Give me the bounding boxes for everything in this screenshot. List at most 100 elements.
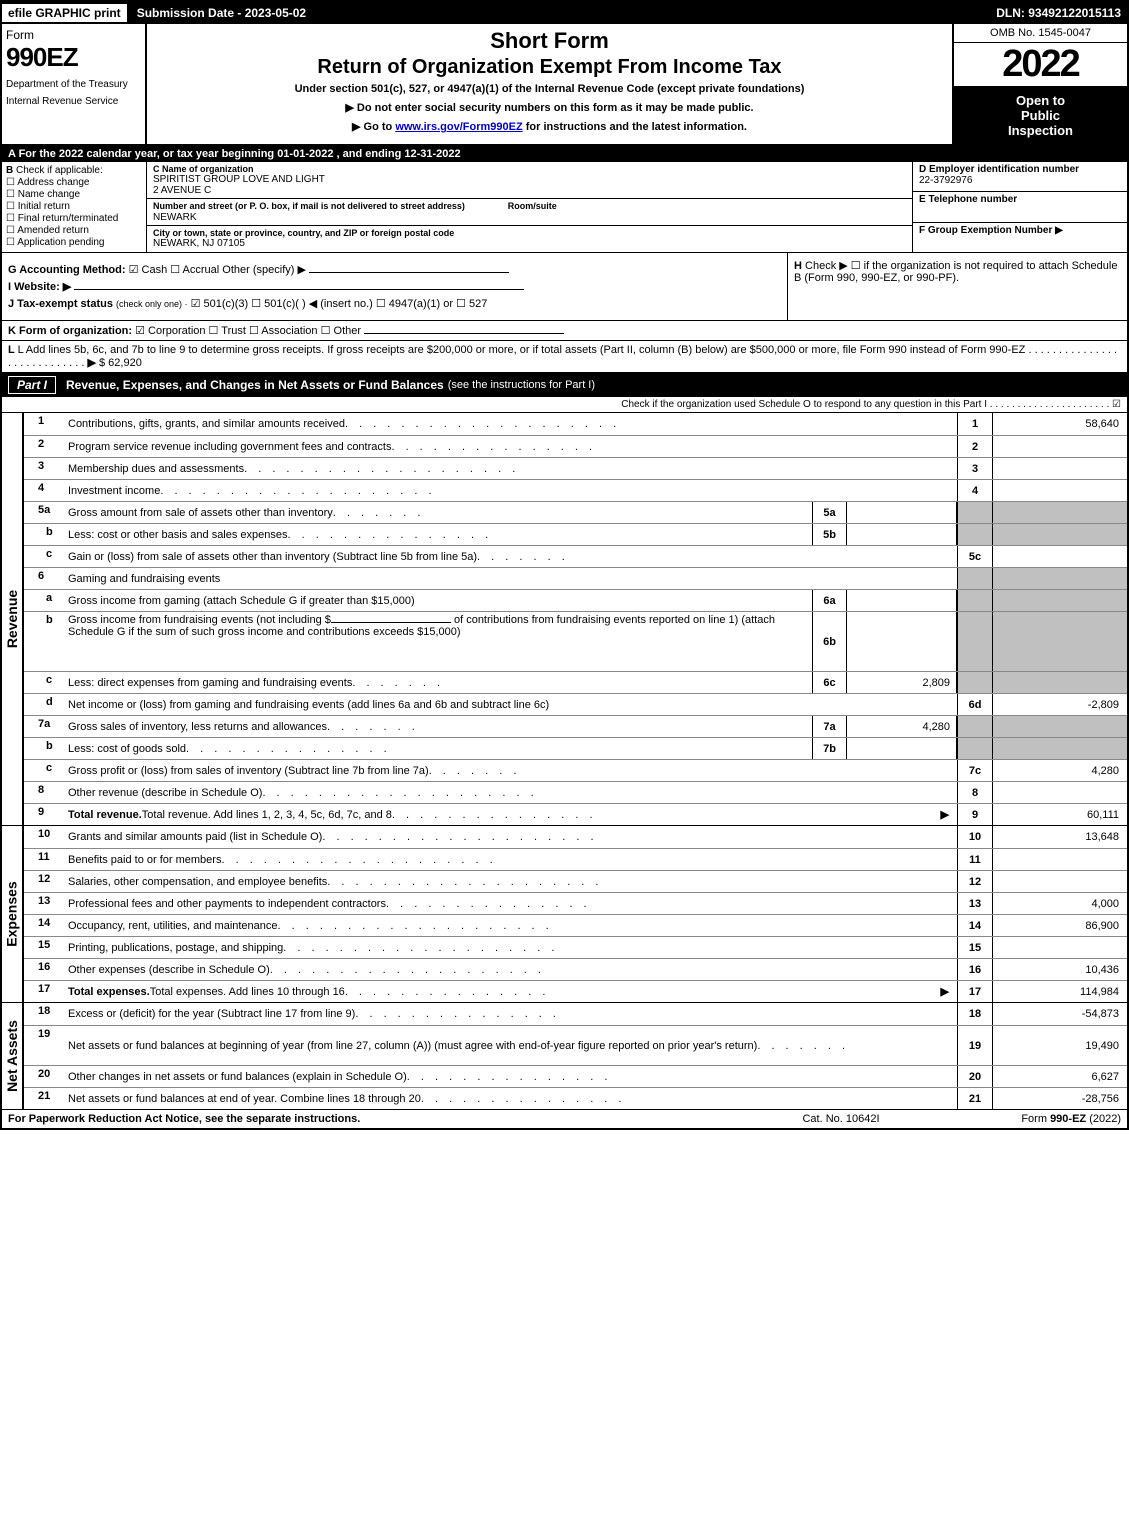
street-val: NEWARK [153, 212, 906, 223]
open-1: Open to [956, 93, 1125, 108]
val-16: 10,436 [992, 959, 1127, 980]
val-19: 19,490 [992, 1026, 1127, 1065]
revenue-sidelabel: Revenue [2, 413, 24, 825]
footer-right: Form 990-EZ (2022) [941, 1113, 1121, 1125]
h-section: H Check ▶ ☐ if the organization is not r… [787, 253, 1127, 320]
expenses-lines: 10 Grants and similar amounts paid (list… [24, 826, 1127, 1002]
d-row: D Employer identification number 22-3792… [913, 162, 1127, 192]
val-9: 60,111 [992, 804, 1127, 825]
val-4 [992, 480, 1127, 501]
e-row: E Telephone number [913, 192, 1127, 222]
val-7b [847, 738, 957, 759]
h-label: H [794, 260, 802, 272]
col-c: C Name of organization SPIRITIST GROUP L… [147, 162, 912, 252]
val-10: 13,648 [992, 826, 1127, 848]
line-15: 15 Printing, publications, postage, and … [24, 936, 1127, 958]
k-label: K Form of organization: [8, 325, 132, 337]
val-6b [847, 612, 957, 671]
gh-section: G Accounting Method: ☑ Cash ☐ Accrual Ot… [2, 253, 1127, 321]
return-title: Return of Organization Exempt From Incom… [155, 56, 944, 79]
chk-final[interactable]: Final return/terminated [6, 213, 142, 224]
open-public: Open to Public Inspection [954, 87, 1127, 144]
line-4: 4 Investment income . . . . . . . . . . … [24, 479, 1127, 501]
line-21: 21 Net assets or fund balances at end of… [24, 1087, 1127, 1109]
line-7a: 7a Gross sales of inventory, less return… [24, 715, 1127, 737]
val-1: 58,640 [992, 413, 1127, 435]
chk-initial[interactable]: Initial return [6, 201, 142, 212]
line-6d: d Net income or (loss) from gaming and f… [24, 693, 1127, 715]
val-14: 86,900 [992, 915, 1127, 936]
omb-number: OMB No. 1545-0047 [954, 24, 1127, 43]
val-3 [992, 458, 1127, 479]
val-13: 4,000 [992, 893, 1127, 914]
gh-left: G Accounting Method: ☑ Cash ☐ Accrual Ot… [2, 253, 787, 320]
netassets-sidelabel: Net Assets [2, 1003, 24, 1109]
l-text: L Add lines 5b, 6c, and 7b to line 9 to … [18, 344, 1026, 356]
org-addr2: 2 AVENUE C [153, 185, 906, 196]
expenses-section: Expenses 10 Grants and similar amounts p… [2, 826, 1127, 1003]
open-3: Inspection [956, 123, 1125, 138]
row-l: L L Add lines 5b, 6c, and 7b to line 9 t… [2, 341, 1127, 373]
short-form-title: Short Form [155, 28, 944, 54]
b-check-if: Check if applicable: [16, 165, 103, 176]
part1-badge: Part I [8, 376, 56, 394]
chk-amended[interactable]: Amended return [6, 225, 142, 236]
footer-left: For Paperwork Reduction Act Notice, see … [8, 1113, 741, 1125]
row-a: A For the 2022 calendar year, or tax yea… [2, 146, 1127, 162]
city-val: NEWARK, NJ 07105 [153, 238, 906, 249]
chk-name[interactable]: Name change [6, 189, 142, 200]
f-row: F Group Exemption Number ▶ [913, 223, 1127, 252]
efile-label: efile GRAPHIC print [2, 4, 129, 22]
val-11 [992, 849, 1127, 870]
line-17: 17 Total expenses. Total expenses. Add l… [24, 980, 1127, 1002]
street-label: Number and street (or P. O. box, if mail… [153, 201, 465, 211]
line-5a: 5a Gross amount from sale of assets othe… [24, 501, 1127, 523]
instr2-post: for instructions and the latest informat… [523, 121, 747, 133]
line-18: 18 Excess or (deficit) for the year (Sub… [24, 1003, 1127, 1025]
instr2-pre: ▶ Go to [352, 121, 395, 133]
line-19: 19 Net assets or fund balances at beginn… [24, 1025, 1127, 1065]
val-15 [992, 937, 1127, 958]
line-12: 12 Salaries, other compensation, and emp… [24, 870, 1127, 892]
room-label: Room/suite [508, 201, 557, 211]
footer: For Paperwork Reduction Act Notice, see … [2, 1110, 1127, 1128]
d-label: D Employer identification number [919, 164, 1121, 175]
chk-pending[interactable]: Application pending [6, 237, 142, 248]
val-18: -54,873 [992, 1003, 1127, 1025]
topbar: efile GRAPHIC print Submission Date - 20… [2, 2, 1127, 24]
val-17: 114,984 [992, 981, 1127, 1002]
line-16: 16 Other expenses (describe in Schedule … [24, 958, 1127, 980]
g-label: G Accounting Method: [8, 264, 126, 276]
line-6c: c Less: direct expenses from gaming and … [24, 671, 1127, 693]
val-21: -28,756 [992, 1088, 1127, 1109]
open-2: Public [956, 108, 1125, 123]
instruction-1: ▶ Do not enter social security numbers o… [155, 101, 944, 114]
row-k: K Form of organization: ☑ Corporation ☐ … [2, 321, 1127, 341]
j-label: J Tax-exempt status [8, 298, 113, 310]
chk-address[interactable]: Address change [6, 177, 142, 188]
instruction-2: ▶ Go to www.irs.gov/Form990EZ for instru… [155, 120, 944, 133]
part1-header: Part I Revenue, Expenses, and Changes in… [2, 373, 1127, 397]
line-7b: b Less: cost of goods sold . . . . . . .… [24, 737, 1127, 759]
j-opts: ☑ 501(c)(3) ☐ 501(c)( ) ◀ (insert no.) ☐… [191, 298, 488, 310]
line-6: 6 Gaming and fundraising events [24, 567, 1127, 589]
val-5b [847, 524, 957, 545]
val-6d: -2,809 [992, 694, 1127, 715]
col-b: B Check if applicable: Address change Na… [2, 162, 147, 252]
col-def: D Employer identification number 22-3792… [912, 162, 1127, 252]
val-20: 6,627 [992, 1066, 1127, 1087]
c-name-label: C Name of organization [153, 164, 906, 174]
expenses-sidelabel: Expenses [2, 826, 24, 1002]
line-6b: b Gross income from fundraising events (… [24, 611, 1127, 671]
l-val: $ 62,920 [99, 357, 142, 369]
line-1: 1 Contributions, gifts, grants, and simi… [24, 413, 1127, 435]
line-5c: c Gain or (loss) from sale of assets oth… [24, 545, 1127, 567]
city-label: City or town, state or province, country… [153, 228, 906, 238]
c-name-row: C Name of organization SPIRITIST GROUP L… [147, 162, 912, 199]
dept-treasury: Department of the Treasury [6, 79, 141, 90]
b-label: B [6, 165, 13, 176]
irs-link[interactable]: www.irs.gov/Form990EZ [395, 121, 522, 133]
under-section: Under section 501(c), 527, or 4947(a)(1)… [155, 83, 944, 95]
val-5c [992, 546, 1127, 567]
line-8: 8 Other revenue (describe in Schedule O)… [24, 781, 1127, 803]
